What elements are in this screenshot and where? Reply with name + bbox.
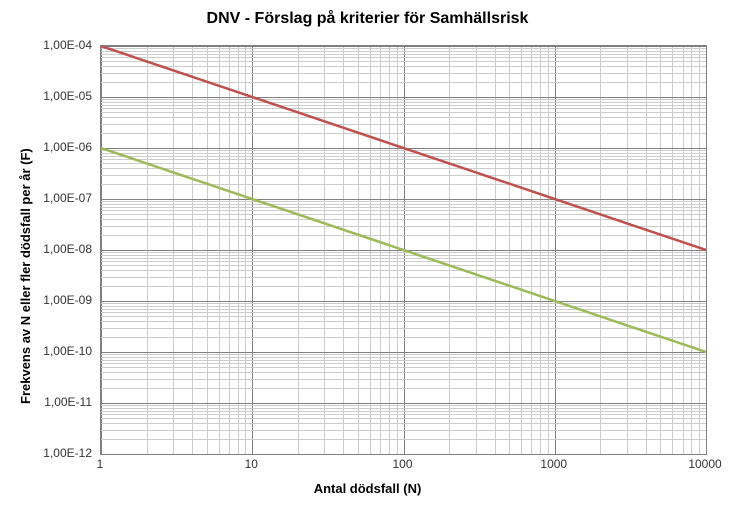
y-tick-label: 1,00E-07 bbox=[0, 191, 92, 205]
x-tick-label: 10000 bbox=[675, 457, 735, 471]
x-grid-major bbox=[706, 46, 707, 454]
chart-title: DNV - Förslag på kriterier för Samhällsr… bbox=[0, 10, 735, 28]
y-tick-label: 1,00E-05 bbox=[0, 89, 92, 103]
y-tick-label: 1,00E-06 bbox=[0, 140, 92, 154]
y-tick-label: 1,00E-11 bbox=[0, 395, 92, 409]
series-layer bbox=[101, 46, 706, 454]
y-grid-major bbox=[101, 454, 706, 455]
series-upper bbox=[101, 46, 706, 250]
y-tick-label: 1,00E-04 bbox=[0, 38, 92, 52]
plot-area bbox=[100, 45, 707, 455]
x-axis-title: Antal dödsfall (N) bbox=[0, 481, 735, 496]
y-tick-label: 1,00E-12 bbox=[0, 446, 92, 460]
x-tick-label: 1000 bbox=[524, 457, 584, 471]
y-axis-title: Frekvens av N eller fler dödsfall per år… bbox=[18, 148, 33, 404]
x-tick-label: 100 bbox=[373, 457, 433, 471]
x-tick-label: 10 bbox=[221, 457, 281, 471]
series-lower bbox=[101, 148, 706, 352]
y-tick-label: 1,00E-10 bbox=[0, 344, 92, 358]
y-tick-label: 1,00E-09 bbox=[0, 293, 92, 307]
y-tick-label: 1,00E-08 bbox=[0, 242, 92, 256]
fn-curve-chart: DNV - Förslag på kriterier för Samhällsr… bbox=[0, 0, 735, 516]
